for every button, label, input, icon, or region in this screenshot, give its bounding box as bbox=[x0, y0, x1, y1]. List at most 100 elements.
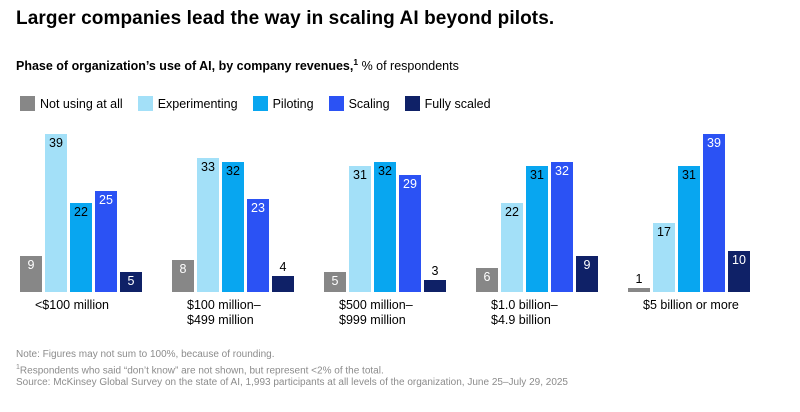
legend-swatch-piloting bbox=[252, 96, 268, 111]
bar-value-label: 29 bbox=[403, 177, 417, 191]
bar-scaling: 23 bbox=[247, 199, 269, 292]
bar-fully-scaled: 3 bbox=[424, 264, 446, 292]
bar-scaling: 25 bbox=[95, 191, 117, 292]
category-label: $100 million– $499 million bbox=[172, 298, 294, 328]
bar-value-label: 6 bbox=[483, 270, 491, 284]
bar-group-500-million: 5 31 32 29 3 $500 million– $999 million bbox=[324, 134, 446, 328]
bar-value-label: 5 bbox=[331, 274, 339, 288]
footnote-line: 1Respondents who said “don’t know” are n… bbox=[16, 362, 568, 378]
legend-swatch-not-using-at-all bbox=[20, 96, 35, 111]
bar-scaling: 39 bbox=[703, 134, 725, 292]
bar-chart: 9 39 22 25 5 <$100 million 8 33 32 23 4 $100 millio… bbox=[20, 134, 750, 328]
bar-row: 5 31 32 29 3 bbox=[324, 134, 446, 292]
source-line: Source: McKinsey Global Survey on the st… bbox=[16, 377, 568, 389]
bar-experimenting: 39 bbox=[45, 134, 67, 292]
legend-item-fully-scaled: Fully scaled bbox=[404, 96, 491, 111]
bar-experimenting: 33 bbox=[197, 158, 219, 292]
category-label: <$100 million bbox=[20, 298, 142, 313]
bar-value-label: 9 bbox=[27, 258, 35, 272]
bar-value-label: 22 bbox=[505, 205, 519, 219]
category-label: $500 million– $999 million bbox=[324, 298, 446, 328]
subtitle-bold-text: Phase of organization’s use of AI, by co… bbox=[16, 59, 354, 74]
bar-value-label: 32 bbox=[226, 164, 240, 178]
bar-value-label: 31 bbox=[530, 168, 544, 182]
legend-label: Not using at all bbox=[40, 96, 123, 111]
bar-scaling: 29 bbox=[399, 175, 421, 292]
legend-label: Fully scaled bbox=[424, 96, 491, 111]
legend-label: Piloting bbox=[272, 96, 314, 111]
bar-piloting: 32 bbox=[374, 162, 396, 292]
bar-fully-scaled: 10 bbox=[728, 251, 750, 292]
bar-piloting: 22 bbox=[70, 203, 92, 292]
legend-item-scaling: Scaling bbox=[328, 96, 390, 111]
bar-value-label: 39 bbox=[707, 136, 721, 150]
footnote-text: Respondents who said “don’t know” are no… bbox=[19, 364, 384, 376]
category-label-line: $5 billion or more bbox=[643, 298, 739, 312]
bar-value-label: 31 bbox=[682, 168, 696, 182]
bar-not-using-at-all: 6 bbox=[476, 268, 498, 292]
legend-swatch-experimenting bbox=[137, 96, 153, 111]
legend-item-not-using-at-all: Not using at all bbox=[20, 96, 123, 111]
bar-value-label: 5 bbox=[127, 274, 135, 288]
category-label-line: $100 million– bbox=[187, 298, 261, 312]
legend-item-piloting: Piloting bbox=[252, 96, 314, 111]
category-label-line: $499 million bbox=[187, 313, 254, 327]
category-label: $1.0 billion– $4.9 billion bbox=[476, 298, 598, 328]
bar-row: 9 39 22 25 5 bbox=[20, 134, 142, 292]
bar-value-label: 25 bbox=[99, 193, 113, 207]
legend-item-experimenting: Experimenting bbox=[137, 96, 238, 111]
bar-row: 6 22 31 32 9 bbox=[476, 134, 598, 292]
bar-experimenting: 31 bbox=[349, 166, 371, 292]
category-label: $5 billion or more bbox=[628, 298, 750, 313]
bar-group-5-billion-or-more: 1 17 31 39 10 $5 billion or more bbox=[628, 134, 750, 328]
bar-piloting: 32 bbox=[222, 162, 244, 292]
bar-row: 8 33 32 23 4 bbox=[172, 134, 294, 292]
bar-fully-scaled: 5 bbox=[120, 272, 142, 292]
bar-value-label: 10 bbox=[732, 253, 746, 267]
bar-value-label: 9 bbox=[583, 258, 591, 272]
legend: Not using at all Experimenting Piloting Sca… bbox=[20, 96, 491, 111]
bar-group-1-0-billion: 6 22 31 32 9 $1.0 billion– $4.9 billion bbox=[476, 134, 598, 328]
bar-piloting: 31 bbox=[526, 166, 548, 292]
exhibit-subtitle: Phase of organization’s use of AI, by co… bbox=[16, 57, 459, 73]
bar-value-label: 31 bbox=[353, 168, 367, 182]
bar-value-label: 32 bbox=[378, 164, 392, 178]
bar-experimenting: 17 bbox=[653, 223, 675, 292]
bar-not-using-at-all: 8 bbox=[172, 260, 194, 292]
bar-not-using-at-all: 1 bbox=[628, 272, 650, 292]
bar-value-label: 17 bbox=[657, 225, 671, 239]
bar-value-label: 39 bbox=[49, 136, 63, 150]
bar-scaling: 32 bbox=[551, 162, 573, 292]
bar-group-100-million: 9 39 22 25 5 <$100 million bbox=[20, 134, 142, 328]
bar-value-label: 3 bbox=[431, 264, 439, 278]
bar-value-label: 32 bbox=[555, 164, 569, 178]
legend-label: Scaling bbox=[348, 96, 390, 111]
bar-value-label: 4 bbox=[279, 260, 287, 274]
bar-not-using-at-all: 9 bbox=[20, 256, 42, 292]
category-label-line: $999 million bbox=[339, 313, 406, 327]
footnote-marker: 1 bbox=[16, 363, 20, 371]
legend-label: Experimenting bbox=[157, 96, 238, 111]
subtitle-footnote-marker: 1 bbox=[353, 57, 359, 67]
footnotes: Note: Figures may not sum to 100%, becau… bbox=[16, 349, 568, 390]
bar-row: 1 17 31 39 10 bbox=[628, 134, 750, 292]
category-label-line: <$100 million bbox=[35, 298, 110, 312]
category-label-line: $500 million– bbox=[339, 298, 413, 312]
bar-fully-scaled: 9 bbox=[576, 256, 598, 292]
bar-fully-scaled: 4 bbox=[272, 260, 294, 292]
bar-value-label: 22 bbox=[74, 205, 88, 219]
bar-group-100-million: 8 33 32 23 4 $100 million– $499 million bbox=[172, 134, 294, 328]
bar-value-label: 23 bbox=[251, 201, 265, 215]
subtitle-unit-text: % of respondents bbox=[358, 59, 459, 74]
bar-piloting: 31 bbox=[678, 166, 700, 292]
bar-experimenting: 22 bbox=[501, 203, 523, 292]
legend-swatch-fully-scaled bbox=[404, 96, 420, 111]
bar-value-label: 8 bbox=[179, 262, 187, 276]
bar-not-using-at-all: 5 bbox=[324, 272, 346, 292]
bar-value-label: 33 bbox=[201, 160, 215, 174]
legend-swatch-scaling bbox=[328, 96, 344, 111]
bar-value-label: 1 bbox=[635, 272, 643, 286]
exhibit-title: Larger companies lead the way in scaling… bbox=[16, 8, 555, 29]
category-label-line: $4.9 billion bbox=[491, 313, 551, 327]
note-line: Note: Figures may not sum to 100%, becau… bbox=[16, 349, 275, 360]
